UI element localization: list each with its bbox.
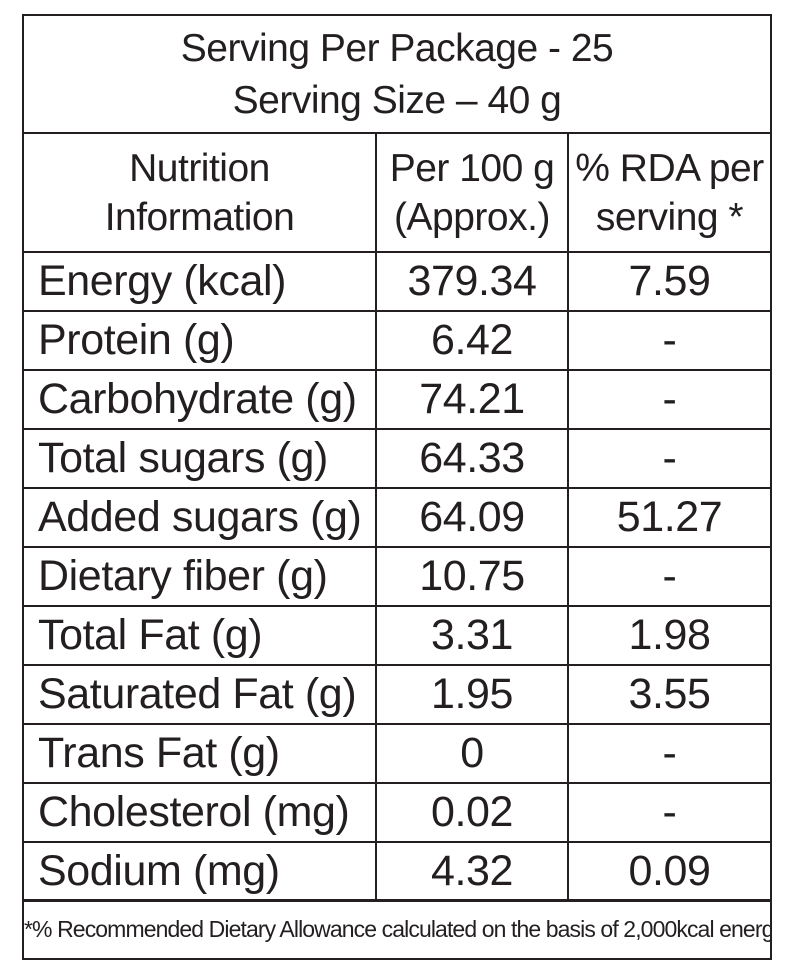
nutrient-name: Sodium (mg) <box>24 841 377 902</box>
table-header-row: Nutrition Information Per 100 g (Approx.… <box>24 134 770 253</box>
nutrient-name: Protein (g) <box>24 310 377 371</box>
rda-value: 0.09 <box>567 841 770 902</box>
table-row: Sodium (mg) 4.32 0.09 <box>24 841 770 902</box>
table-row: Total Fat (g) 3.31 1.98 <box>24 605 770 666</box>
rda-value: 7.59 <box>567 251 770 312</box>
column-header-rda-per-serving: % RDA per serving * <box>567 134 770 253</box>
per-100g-value: 64.33 <box>375 428 569 489</box>
table-row: Trans Fat (g) 0 - <box>24 723 770 784</box>
table-row: Total sugars (g) 64.33 - <box>24 428 770 489</box>
nutrient-name: Cholesterol (mg) <box>24 782 377 843</box>
table-row: Protein (g) 6.42 - <box>24 310 770 371</box>
per-100g-value: 10.75 <box>375 546 569 607</box>
per-100g-value: 64.09 <box>375 487 569 548</box>
rda-value: - <box>567 369 770 430</box>
per-100g-value: 74.21 <box>375 369 569 430</box>
rda-value: 1.98 <box>567 605 770 666</box>
nutrient-name: Carbohydrate (g) <box>24 369 377 430</box>
per-100g-value: 0.02 <box>375 782 569 843</box>
nutrient-name: Total Fat (g) <box>24 605 377 666</box>
nutrition-label: Serving Per Package - 25 Serving Size – … <box>22 14 772 960</box>
nutrient-name: Dietary fiber (g) <box>24 546 377 607</box>
serving-size: Serving Size – 40 g <box>232 79 562 122</box>
rda-value: - <box>567 782 770 843</box>
rda-value: - <box>567 310 770 371</box>
column-header-nutrition-information: Nutrition Information <box>24 134 377 253</box>
nutrient-name: Total sugars (g) <box>24 428 377 489</box>
rda-value: - <box>567 723 770 784</box>
column-header-per-100g: Per 100 g (Approx.) <box>375 134 569 253</box>
nutrition-table: Nutrition Information Per 100 g (Approx.… <box>24 134 770 902</box>
rda-value: - <box>567 428 770 489</box>
nutrient-name: Energy (kcal) <box>24 251 377 312</box>
servings-per-package: Serving Per Package - 25 <box>180 27 614 70</box>
table-row: Saturated Fat (g) 1.95 3.55 <box>24 664 770 725</box>
nutrient-name: Trans Fat (g) <box>24 723 377 784</box>
table-row: Cholesterol (mg) 0.02 - <box>24 782 770 843</box>
per-100g-value: 0 <box>375 723 569 784</box>
per-100g-value: 3.31 <box>375 605 569 666</box>
table-row: Dietary fiber (g) 10.75 - <box>24 546 770 607</box>
per-100g-value: 379.34 <box>375 251 569 312</box>
per-100g-value: 4.32 <box>375 841 569 902</box>
serving-info-header: Serving Per Package - 25 Serving Size – … <box>24 16 770 134</box>
table-row: Carbohydrate (g) 74.21 - <box>24 369 770 430</box>
rda-value: 3.55 <box>567 664 770 725</box>
per-100g-value: 1.95 <box>375 664 569 725</box>
nutrient-name: Saturated Fat (g) <box>24 664 377 725</box>
rda-value: 51.27 <box>567 487 770 548</box>
per-100g-value: 6.42 <box>375 310 569 371</box>
rda-footnote: *% Recommended Dietary Allowance calcula… <box>24 899 770 958</box>
rda-value: - <box>567 546 770 607</box>
nutrient-name: Added sugars (g) <box>24 487 377 548</box>
table-row: Energy (kcal) 379.34 7.59 <box>24 251 770 312</box>
table-row: Added sugars (g) 64.09 51.27 <box>24 487 770 548</box>
